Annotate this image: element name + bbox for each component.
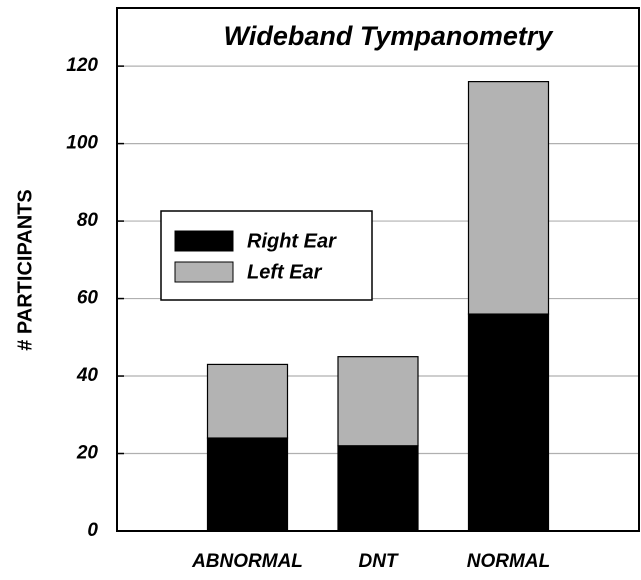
- y-tick-label: 40: [76, 365, 99, 386]
- y-tick-label: 0: [87, 520, 98, 541]
- x-tick-label: NORMAL: [467, 551, 550, 572]
- y-axis-label: # PARTICIPANTS: [14, 189, 36, 351]
- legend-swatch: [174, 230, 234, 252]
- plot-frame: [116, 7, 640, 532]
- x-tick-label: ABNORMAL: [191, 551, 303, 572]
- chart-title: Wideband Tympanometry: [224, 21, 555, 51]
- x-tick-label: DNT: [358, 551, 398, 572]
- y-tick-label: 20: [76, 443, 99, 464]
- legend-label: Right Ear: [247, 230, 337, 252]
- bar-segment: [337, 445, 419, 532]
- y-tick-label: 100: [66, 133, 98, 154]
- bar-segment: [467, 313, 550, 532]
- bar-segment: [206, 363, 289, 439]
- legend-box: [160, 210, 373, 301]
- y-tick-label: 80: [77, 210, 99, 231]
- bar-segment: [206, 437, 289, 532]
- legend-label: Left Ear: [247, 261, 323, 283]
- bar-segment: [337, 356, 419, 447]
- legend-swatch: [174, 261, 234, 283]
- y-tick-label: 120: [66, 55, 98, 76]
- y-tick-label: 60: [77, 288, 99, 309]
- bar-segment: [467, 81, 550, 315]
